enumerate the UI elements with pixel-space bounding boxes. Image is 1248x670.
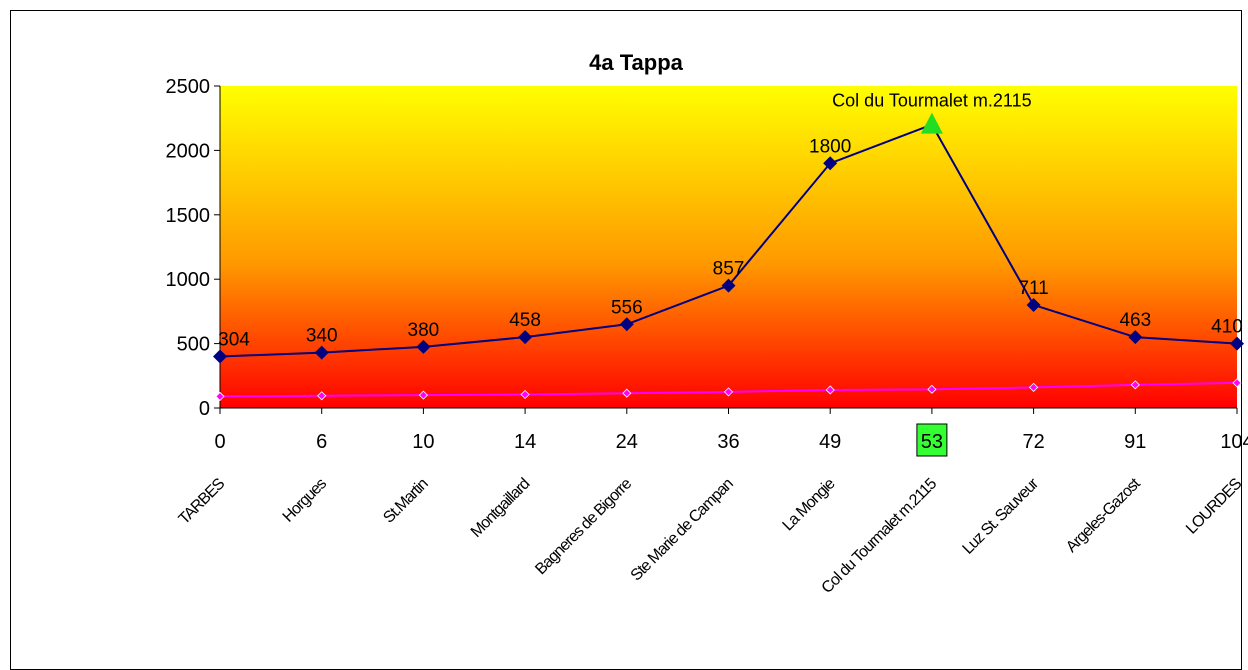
x-tick-label: 104 — [1220, 431, 1248, 453]
x-place-label: Montgaillard — [468, 476, 533, 541]
x-place-label: St.Martin — [380, 476, 431, 527]
data-label: 857 — [713, 259, 745, 280]
x-tick-label: 49 — [819, 431, 841, 453]
data-label: 556 — [611, 297, 643, 318]
y-tick-label: 1000 — [166, 269, 211, 291]
y-tick-label: 1500 — [166, 205, 211, 227]
data-label: 304 — [218, 329, 250, 350]
x-place-label: Col du Tourmalet m.2115 — [819, 475, 941, 597]
summit-label: Col du Tourmalet m.2115 — [832, 91, 1031, 111]
data-label: 380 — [408, 320, 440, 341]
data-label: 463 — [1119, 310, 1151, 331]
x-tick-label: 53 — [921, 431, 943, 453]
data-label: 340 — [306, 326, 338, 347]
x-tick-label: 24 — [616, 431, 638, 453]
x-tick-label: 91 — [1124, 431, 1146, 453]
x-place-label: Ste Marie de Campan — [628, 476, 737, 585]
x-tick-label: 0 — [214, 431, 225, 453]
x-place-label: LOURDES — [1183, 476, 1245, 538]
y-tick-label: 2000 — [166, 140, 211, 162]
x-tick-label: 10 — [412, 431, 434, 453]
x-tick-label: 14 — [514, 431, 536, 453]
y-tick-label: 2500 — [166, 76, 211, 98]
x-place-label: Luz St. Sauveur — [960, 475, 1043, 558]
x-place-label: TARBES — [176, 476, 228, 528]
x-tick-label: 36 — [717, 431, 739, 453]
y-tick-label: 500 — [177, 334, 210, 356]
data-label: 711 — [1018, 278, 1048, 299]
plot-area — [220, 86, 1237, 408]
x-place-label: Argeles-Gazost — [1063, 475, 1144, 556]
x-place-label: La Mongie — [780, 475, 839, 534]
data-label: 1800 — [809, 136, 851, 157]
y-tick-label: 0 — [199, 398, 210, 420]
x-place-label: Horgues — [280, 475, 331, 526]
x-tick-label: 6 — [316, 431, 327, 453]
x-place-label: Bagneres de Bigorre — [532, 475, 635, 578]
data-label: 410 — [1211, 317, 1243, 338]
data-label: 458 — [509, 310, 541, 331]
chart-title: 4a Tappa — [589, 50, 684, 75]
x-tick-label: 72 — [1022, 431, 1044, 453]
